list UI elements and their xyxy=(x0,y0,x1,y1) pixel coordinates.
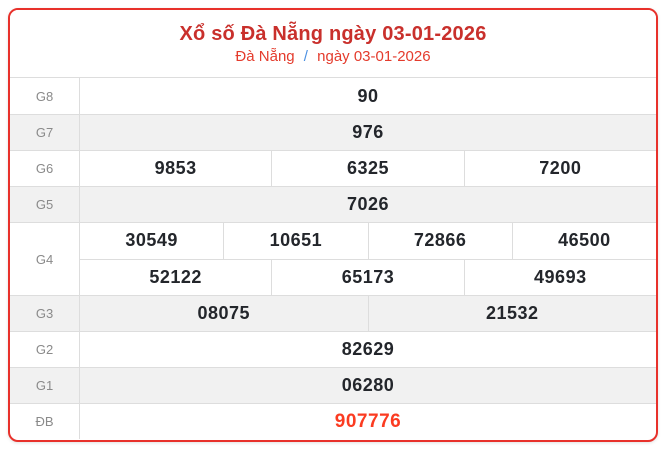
prize-label: G3 xyxy=(10,296,80,331)
prize-value: 90 xyxy=(357,85,379,106)
lottery-table: G8 90 G7 976 G6 9853 6325 7200 G5 7026 xyxy=(10,77,656,439)
breadcrumb-province-link[interactable]: Đà Nẵng xyxy=(235,48,295,65)
prize-value: 52122 xyxy=(149,266,202,287)
prize-label: G5 xyxy=(10,187,80,222)
prize-label: G7 xyxy=(10,115,80,150)
prize-row-db: ĐB 907776 xyxy=(10,403,656,439)
prize-row-g7: G7 976 xyxy=(10,114,656,150)
prize-value: 7200 xyxy=(463,151,656,186)
prize-value: 10651 xyxy=(223,223,367,259)
prize-label: G6 xyxy=(10,151,80,186)
prize-row-g5: G5 7026 xyxy=(10,186,656,222)
prize-label: ĐB xyxy=(10,404,80,439)
lottery-result-card: Xổ số Đà Nẵng ngày 03-01-2026 Đà Nẵng / … xyxy=(8,8,658,442)
prize-row-g6: G6 9853 6325 7200 xyxy=(10,150,656,186)
prize-value: 46500 xyxy=(511,223,656,259)
prize-value: 7026 xyxy=(346,194,390,214)
prize-label: G4 xyxy=(10,223,80,295)
prize-row-g2: G2 82629 xyxy=(10,331,656,367)
prize-value: 06280 xyxy=(341,375,395,395)
prize-value: 9853 xyxy=(154,158,197,178)
prize-row-g3: G3 08075 21532 xyxy=(10,295,656,331)
prize-value: 21532 xyxy=(367,296,657,331)
prize-value: 72866 xyxy=(367,223,512,259)
prize-label: G8 xyxy=(10,78,80,114)
prize-row-g8: G8 90 xyxy=(10,78,656,114)
breadcrumb-separator: / xyxy=(303,48,308,65)
prize-value: 65173 xyxy=(271,259,463,295)
prize-value: 30549 xyxy=(125,230,178,251)
prize-value: 976 xyxy=(352,122,384,142)
prize-row-g1: G1 06280 xyxy=(10,367,656,403)
special-prize-value: 907776 xyxy=(334,410,402,432)
prize-value: 08075 xyxy=(197,303,251,323)
breadcrumb-date-link[interactable]: ngày 03-01-2026 xyxy=(317,48,431,65)
card-header: Xổ số Đà Nẵng ngày 03-01-2026 Đà Nẵng / … xyxy=(10,10,656,77)
breadcrumb: Đà Nẵng / ngày 03-01-2026 xyxy=(235,49,430,64)
page-title: Xổ số Đà Nẵng ngày 03-01-2026 xyxy=(179,23,487,45)
prize-row-g4: G4 30549 10651 72866 46500 52122 65173 4… xyxy=(10,222,656,295)
prize-label: G1 xyxy=(10,368,80,403)
prize-value: 82629 xyxy=(341,339,395,359)
prize-value: 49693 xyxy=(463,259,656,295)
prize-value: 6325 xyxy=(271,151,463,186)
prize-label: G2 xyxy=(10,332,80,367)
